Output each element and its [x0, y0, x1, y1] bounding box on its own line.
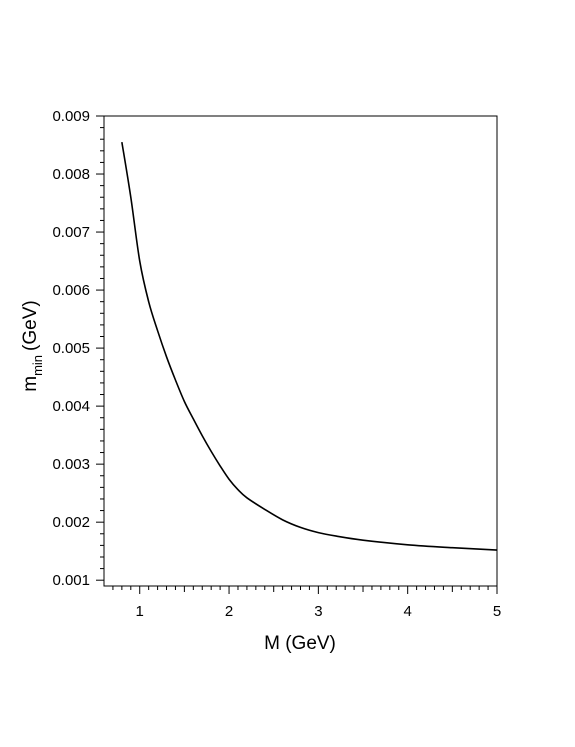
x-minor-ticks [112, 586, 489, 592]
plot-frame [103, 115, 498, 587]
x-tick-label: 4 [404, 603, 412, 620]
x-tick-label: 3 [314, 603, 322, 620]
y-tick-label: 0.006 [52, 282, 90, 299]
y-axis-label-main: m [20, 376, 41, 392]
y-tick-label: 0.001 [52, 572, 90, 589]
x-axis-tick-labels: 1 2 3 4 5 [136, 603, 502, 620]
y-axis-label-unit: (GeV) [20, 300, 41, 351]
x-tick-label: 5 [493, 603, 501, 620]
series-line [121, 141, 498, 551]
y-tick-label: 0.002 [52, 514, 90, 531]
x-axis-label: M (GeV) [264, 633, 336, 654]
y-tick-label: 0.005 [52, 340, 90, 357]
y-axis-label-subscript: min [30, 355, 45, 376]
y-tick-label: 0.009 [52, 108, 90, 125]
y-minor-ticks [100, 127, 104, 570]
y-axis-tick-labels: 0.001 0.002 0.003 0.004 0.005 0.006 0.007 0.008… [52, 108, 90, 589]
y-axis-label: mmin (GeV) [20, 300, 45, 391]
y-tick-label: 0.007 [52, 224, 90, 241]
y-tick-label: 0.004 [52, 398, 90, 415]
y-axis-ticks [96, 115, 104, 581]
y-tick-label: 0.003 [52, 456, 90, 473]
y-tick-label: 0.008 [52, 166, 90, 183]
x-tick-label: 1 [136, 603, 144, 620]
x-axis-ticks [139, 586, 498, 594]
x-tick-label: 2 [225, 603, 233, 620]
